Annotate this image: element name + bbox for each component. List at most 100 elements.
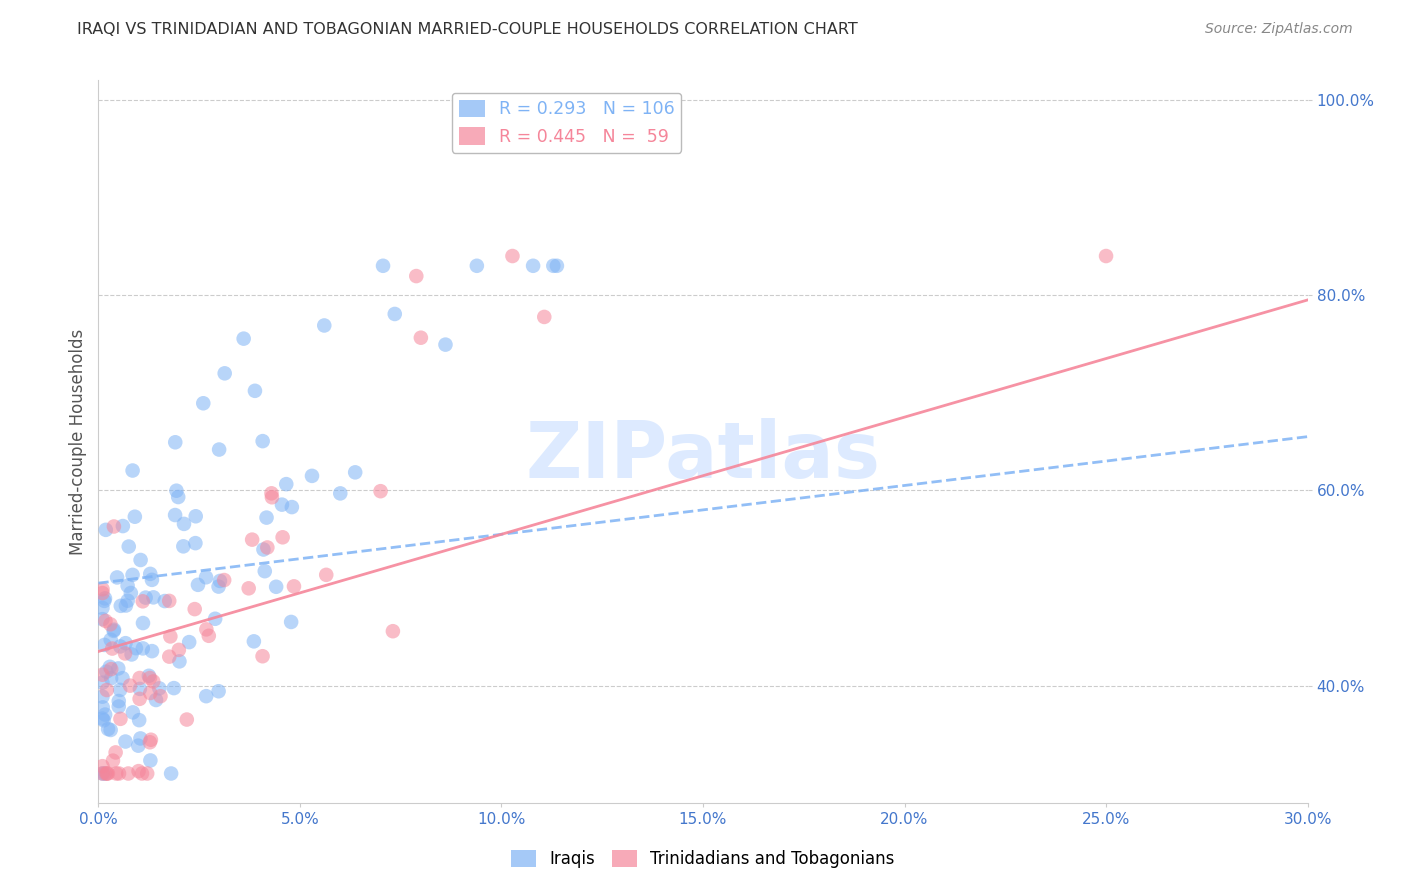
Point [195,689,218,703]
Point [252,649,274,664]
Point [501,249,523,263]
Y-axis label: Married-couple Households: Married-couple Households [69,328,87,555]
Point [101,641,124,656]
Point [105,570,128,584]
Point [110,599,132,613]
Point [157,594,180,608]
Point [179,635,201,649]
Point [91,582,114,597]
Point [103,623,125,637]
Point [120,586,142,600]
Point [114,734,136,748]
Point [232,332,254,346]
Point [110,640,132,654]
Point [111,671,134,685]
Point [128,691,150,706]
Point [100,671,122,685]
Point [142,591,165,605]
Point [97,722,120,736]
Legend: R = 0.293   N = 106, R = 0.445   N =  59: R = 0.293 N = 106, R = 0.445 N = 59 [451,93,682,153]
Point [114,647,136,661]
Point [105,766,128,780]
Point [184,509,207,524]
Point [91,690,114,704]
Point [212,573,235,587]
Point [93,714,115,728]
Point [314,318,336,333]
Point [139,735,162,749]
Point [167,490,190,504]
Point [252,542,274,557]
Point [141,644,163,658]
Point [94,591,117,606]
Point [465,259,488,273]
Point [183,602,205,616]
Point [135,591,157,605]
Point [100,723,122,737]
Point [117,766,139,780]
Point [163,681,186,695]
Text: Source: ZipAtlas.com: Source: ZipAtlas.com [1205,22,1353,37]
Point [139,686,162,700]
Point [166,483,188,498]
Point [111,519,134,533]
Legend: Iraqis, Trinidadians and Tobagonians: Iraqis, Trinidadians and Tobagonians [505,843,901,875]
Point [214,367,236,381]
Point [139,732,162,747]
Point [195,623,218,637]
Point [409,331,432,345]
Point [139,566,162,581]
Point [370,484,392,499]
Point [165,508,187,522]
Point [260,490,283,504]
Point [195,570,218,584]
Point [207,580,229,594]
Point [97,766,120,780]
Point [91,712,114,726]
Point [434,337,457,351]
Point [165,435,187,450]
Point [252,434,274,449]
Point [169,654,191,668]
Point [240,533,263,547]
Point [381,624,404,639]
Point [187,578,209,592]
Point [546,259,568,273]
Point [100,632,122,647]
Text: ZIPatlas: ZIPatlas [526,418,880,494]
Point [204,612,226,626]
Point [94,523,117,537]
Point [91,601,114,615]
Point [167,643,190,657]
Point [125,641,148,656]
Point [136,766,159,780]
Point [1095,249,1118,263]
Point [115,599,138,613]
Point [132,615,155,630]
Point [93,594,115,608]
Point [172,539,194,553]
Point [256,510,278,524]
Point [283,579,305,593]
Point [91,766,114,780]
Point [100,662,122,676]
Point [522,259,544,273]
Point [132,641,155,656]
Point [96,683,118,698]
Point [94,707,117,722]
Point [93,638,115,652]
Point [118,540,141,554]
Point [253,564,276,578]
Point [153,594,176,608]
Point [142,674,165,689]
Point [107,694,129,708]
Point [117,593,139,607]
Point [145,693,167,707]
Point [260,486,283,500]
Point [384,307,406,321]
Point [405,269,427,284]
Point [108,682,131,697]
Point [344,466,367,480]
Point [280,615,302,629]
Point [184,536,207,550]
